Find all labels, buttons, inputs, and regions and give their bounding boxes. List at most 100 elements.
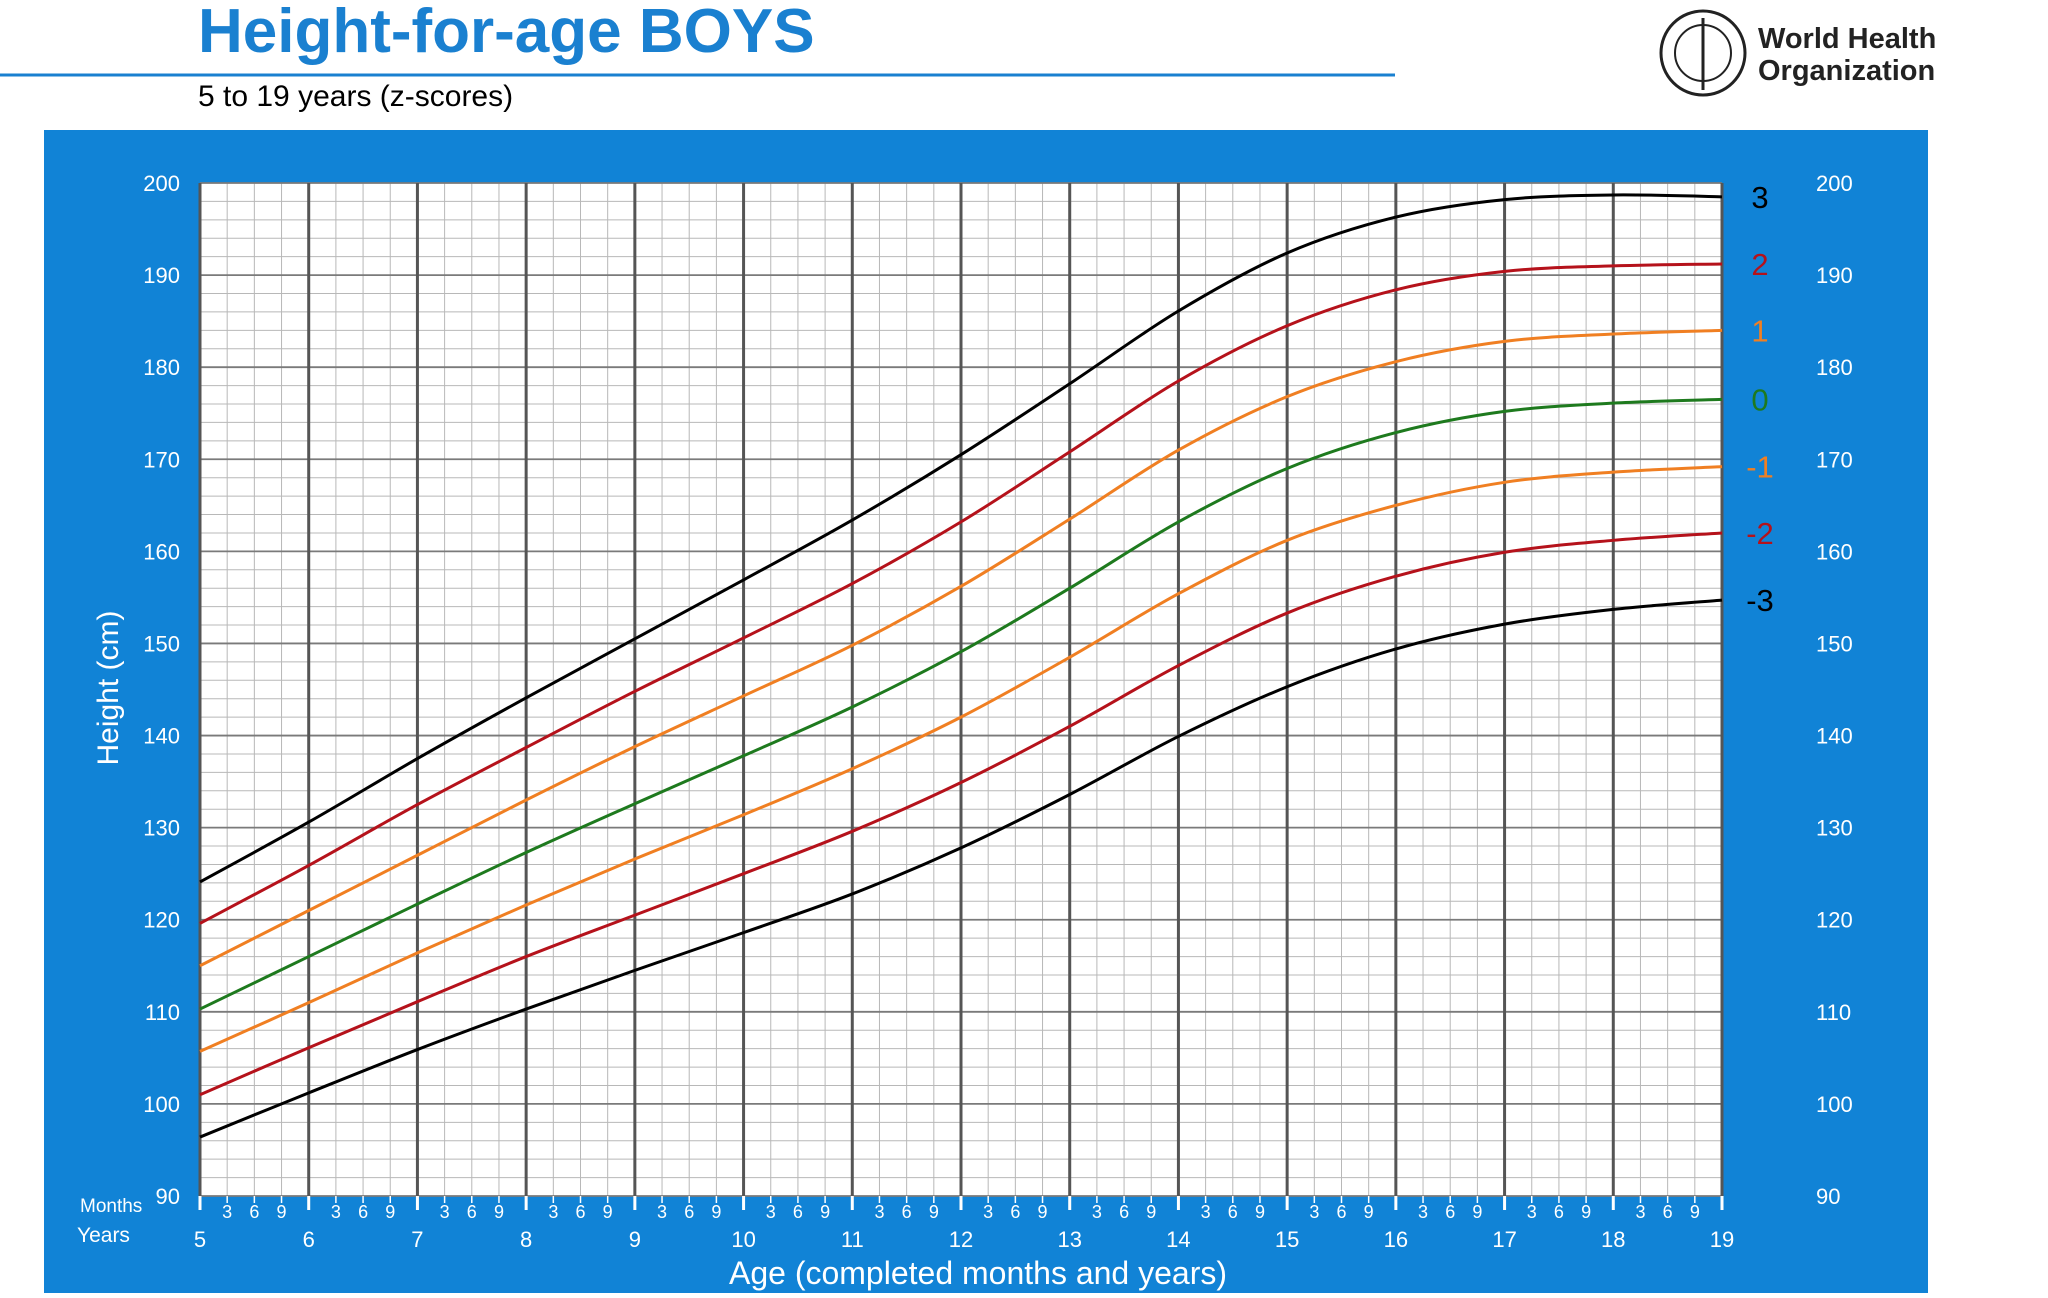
- x-tick-label: 9: [629, 1227, 641, 1252]
- series-label: -1: [1746, 450, 1774, 485]
- x-tick-label: 16: [1384, 1227, 1408, 1252]
- x-tick-label: 11: [841, 1227, 864, 1252]
- series-line: [199, 262, 1723, 925]
- who-logo: World Health Organization: [1659, 9, 1936, 97]
- month-tick-label: 3: [1418, 1202, 1428, 1222]
- month-tick-label: 3: [657, 1202, 667, 1222]
- series-label: 0: [1751, 382, 1768, 417]
- x-tick-label: 13: [1057, 1227, 1081, 1252]
- month-tick-label: 3: [548, 1202, 558, 1222]
- y-axis-title: Height (cm): [92, 610, 125, 765]
- month-tick-label: 3: [1527, 1202, 1537, 1222]
- y-tick-label: 170: [143, 447, 180, 472]
- month-tick-label: 9: [1690, 1202, 1700, 1222]
- month-tick-label: 9: [820, 1202, 830, 1222]
- y-tick-label: 110: [145, 1000, 180, 1025]
- x-tick-label: 19: [1710, 1227, 1734, 1252]
- month-tick-label: 9: [929, 1202, 939, 1222]
- series-label: -2: [1746, 516, 1774, 551]
- month-tick-label: 3: [874, 1202, 884, 1222]
- month-tick-label: 9: [385, 1202, 395, 1222]
- month-tick-label: 3: [331, 1202, 341, 1222]
- y2-tick-label: 190: [1816, 263, 1853, 288]
- month-tick-label: 9: [1364, 1202, 1374, 1222]
- month-tick-label: 9: [277, 1202, 287, 1222]
- y-tick-label: 130: [143, 816, 180, 841]
- y2-tick-label: 200: [1816, 171, 1853, 196]
- series-line: [199, 531, 1723, 1097]
- labels: 9010011012013014015016017018019020090100…: [143, 171, 1852, 1252]
- y-tick-label: 150: [143, 631, 180, 656]
- y2-tick-label: 100: [1816, 1092, 1853, 1117]
- series-line: [199, 465, 1723, 1053]
- month-tick-label: 9: [494, 1202, 504, 1222]
- x-tick-label: 10: [731, 1227, 755, 1252]
- month-tick-label: 3: [222, 1202, 232, 1222]
- series-label: -3: [1746, 583, 1774, 618]
- logo-emblem: [1659, 9, 1747, 97]
- y2-tick-label: 150: [1816, 631, 1853, 656]
- y2-tick-label: 130: [1816, 816, 1853, 841]
- chart-title: Height-for-age BOYS: [198, 0, 815, 66]
- y2-tick-label: 180: [1816, 355, 1853, 380]
- month-tick-label: 6: [684, 1202, 694, 1222]
- y-tick-label: 120: [143, 908, 180, 933]
- x-tick-label: 6: [303, 1227, 315, 1252]
- x-tick-label: 5: [194, 1227, 206, 1252]
- month-tick-label: 6: [1228, 1202, 1238, 1222]
- month-tick-label: 9: [1146, 1202, 1156, 1222]
- month-tick-label: 6: [1554, 1202, 1564, 1222]
- x-tick-label: 15: [1275, 1227, 1299, 1252]
- y2-tick-label: 90: [1816, 1184, 1840, 1209]
- month-tick-label: 3: [440, 1202, 450, 1222]
- month-tick-label: 6: [793, 1202, 803, 1222]
- month-tick-label: 3: [766, 1202, 776, 1222]
- y-tick-label: 100: [143, 1092, 180, 1117]
- y2-tick-label: 110: [1816, 1000, 1851, 1025]
- month-tick-label: 6: [1445, 1202, 1455, 1222]
- month-tick-label: 3: [983, 1202, 993, 1222]
- month-tick-label: 9: [1255, 1202, 1265, 1222]
- month-tick-label: 9: [1472, 1202, 1482, 1222]
- years-label: Years: [77, 1224, 130, 1247]
- month-tick-label: 6: [575, 1202, 585, 1222]
- month-tick-label: 3: [1201, 1202, 1211, 1222]
- x-tick-label: 14: [1166, 1227, 1190, 1252]
- month-tick-label: 3: [1635, 1202, 1645, 1222]
- x-tick-label: 8: [520, 1227, 532, 1252]
- series-label: 2: [1751, 247, 1768, 282]
- y-tick-label: 180: [143, 355, 180, 380]
- y-tick-label: 140: [143, 724, 180, 749]
- y2-tick-label: 170: [1816, 447, 1853, 472]
- series-line: [199, 397, 1723, 1011]
- month-tick-label: 9: [1038, 1202, 1048, 1222]
- y2-tick-label: 140: [1816, 724, 1853, 749]
- month-tick-label: 6: [249, 1202, 259, 1222]
- month-tick-label: 3: [1092, 1202, 1102, 1222]
- series-group: [199, 193, 1723, 1139]
- grid: [198, 182, 1724, 1197]
- x-tick-label: 17: [1492, 1227, 1516, 1252]
- y-tick-label: 190: [143, 263, 180, 288]
- y2-tick-label: 160: [1816, 539, 1853, 564]
- month-tick-label: 6: [1010, 1202, 1020, 1222]
- month-tick-label: 6: [358, 1202, 368, 1222]
- month-tick-label: 6: [467, 1202, 477, 1222]
- chart-subtitle: 5 to 19 years (z-scores): [198, 80, 513, 113]
- y2-tick-label: 120: [1816, 908, 1853, 933]
- month-tick-label: 9: [711, 1202, 721, 1222]
- y-tick-label: 90: [156, 1184, 180, 1209]
- x-tick-label: 12: [949, 1227, 973, 1252]
- series-label: 3: [1751, 180, 1768, 215]
- series-line: [199, 598, 1723, 1139]
- series-line: [199, 193, 1723, 884]
- x-tick-label: 7: [411, 1227, 423, 1252]
- series-label: 1: [1751, 313, 1768, 348]
- month-tick-label: 6: [902, 1202, 912, 1222]
- month-tick-label: 6: [1336, 1202, 1346, 1222]
- y-tick-label: 160: [143, 539, 180, 564]
- y-tick-label: 200: [143, 171, 180, 196]
- x-axis-title: Age (completed months and years): [729, 1255, 1227, 1291]
